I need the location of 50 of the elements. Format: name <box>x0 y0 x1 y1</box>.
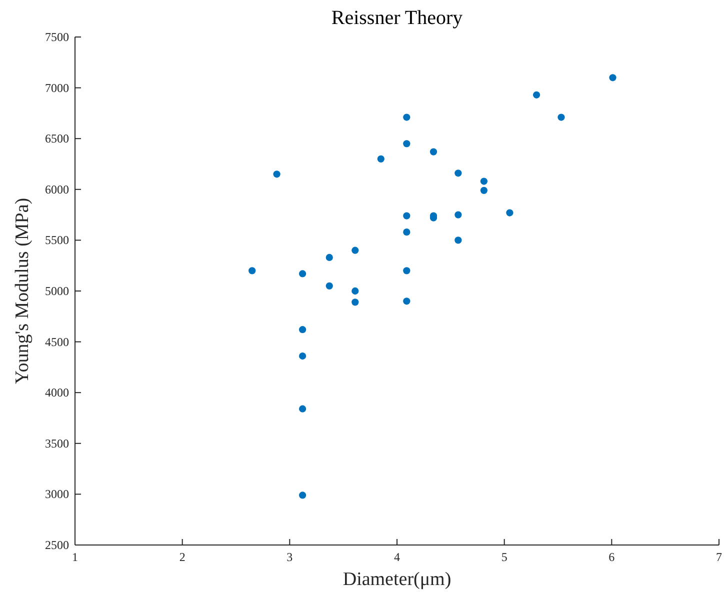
point <box>352 287 359 295</box>
point <box>454 236 462 244</box>
point <box>403 267 410 274</box>
point <box>326 282 333 290</box>
chart-title: Reissner Theory <box>331 7 463 29</box>
x-tick-label: 4 <box>394 550 400 564</box>
point <box>403 298 410 305</box>
x-tick-label: 7 <box>716 550 722 564</box>
point <box>273 170 280 178</box>
point <box>298 352 306 360</box>
point <box>480 178 488 185</box>
y-tick-label: 3000 <box>45 487 69 502</box>
point <box>298 492 306 499</box>
point <box>377 155 384 162</box>
x-axis-title: Diameter(μm) <box>342 569 452 590</box>
y-tick-label: 4500 <box>45 334 69 349</box>
point <box>403 212 410 220</box>
point <box>298 326 306 334</box>
y-tick-label: 7500 <box>45 30 69 44</box>
y-tick-label: 2500 <box>45 538 69 552</box>
point <box>298 270 306 278</box>
point <box>532 91 540 98</box>
point <box>403 228 410 236</box>
x-tick-label: 6 <box>608 550 615 564</box>
point <box>430 148 438 156</box>
point <box>480 186 488 194</box>
y-tick-label: 7000 <box>45 80 69 95</box>
x-tick-label: 1 <box>72 550 78 564</box>
x-tick-label: 5 <box>501 550 508 564</box>
y-tick-label: 3500 <box>45 436 69 450</box>
point <box>352 298 359 306</box>
y-tick-label: 5000 <box>45 284 69 298</box>
y-tick-label: 5500 <box>45 233 69 248</box>
point <box>403 114 410 121</box>
x-tick-label: 2 <box>179 550 186 564</box>
y-tick-label: 6000 <box>45 182 69 196</box>
point <box>298 405 306 412</box>
point <box>326 254 333 262</box>
point <box>403 140 410 148</box>
point <box>506 209 514 216</box>
point <box>248 267 256 274</box>
y-tick-label: 6500 <box>45 132 69 146</box>
point <box>558 114 565 121</box>
point <box>352 246 359 254</box>
point <box>609 74 616 82</box>
point <box>454 211 462 218</box>
y-tick-label: 4000 <box>45 386 69 400</box>
x-tick-label: 3 <box>286 550 293 564</box>
point <box>454 170 462 177</box>
y-axis-title: Young's Modulus (MPa) <box>12 198 33 384</box>
